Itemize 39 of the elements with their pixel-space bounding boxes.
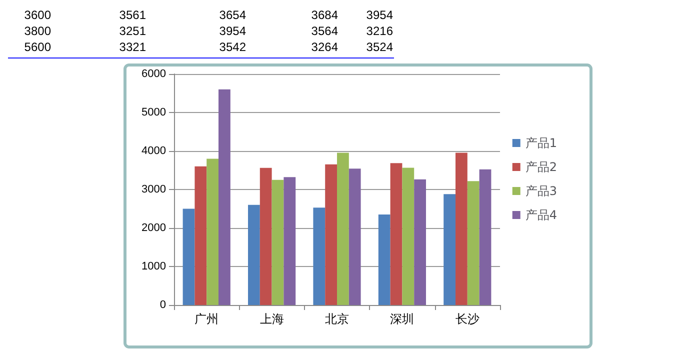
x-tick-label: 北京 — [325, 312, 349, 326]
y-tick-label: 5000 — [142, 106, 166, 118]
text: 5600 3321 3542 3264 3524 — [24, 40, 394, 54]
bar — [456, 152, 468, 305]
legend-label: 产品1 — [525, 136, 558, 150]
bar — [378, 214, 390, 305]
bar — [272, 180, 284, 305]
bar — [313, 208, 326, 305]
text: 3800 3251 3954 3564 3216 — [24, 24, 394, 38]
x-tick-label: 深圳 — [390, 312, 414, 326]
bar — [284, 177, 296, 305]
x-tick-label: 长沙 — [455, 312, 480, 326]
bar — [402, 168, 414, 305]
bar — [414, 179, 426, 305]
bar — [444, 194, 456, 305]
y-tick-label: 0 — [160, 299, 166, 311]
bar — [260, 168, 272, 305]
bar — [325, 164, 337, 305]
y-tick-label: 1000 — [142, 260, 166, 272]
text: 3600 3561 3654 3684 3954 — [24, 8, 394, 22]
bar — [348, 168, 361, 305]
bar — [206, 158, 218, 305]
y-tick-label: 3000 — [142, 184, 166, 196]
x-tick-label: 广州 — [194, 312, 219, 326]
bar — [194, 166, 207, 305]
x-tick-label: 上海 — [260, 312, 284, 326]
bar — [218, 89, 230, 305]
bar — [337, 152, 349, 305]
legend-label: 产品2 — [525, 160, 558, 174]
bar — [390, 163, 402, 305]
legend-label: 产品4 — [525, 208, 558, 222]
bar — [248, 204, 260, 305]
y-tick-label: 4000 — [142, 145, 166, 157]
legend-label: 产品3 — [525, 184, 558, 198]
bar — [479, 169, 492, 305]
bar — [182, 208, 195, 305]
bar — [467, 181, 480, 305]
y-tick-label: 6000 — [142, 68, 166, 80]
y-tick-label: 2000 — [142, 222, 166, 234]
